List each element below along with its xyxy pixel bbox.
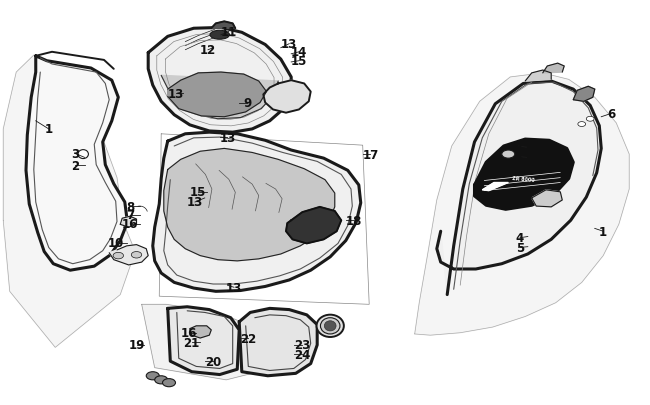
Text: 20: 20 bbox=[205, 355, 221, 368]
Text: 7: 7 bbox=[126, 209, 134, 222]
Polygon shape bbox=[109, 245, 148, 265]
Circle shape bbox=[162, 379, 176, 387]
Text: 13: 13 bbox=[226, 281, 242, 294]
Polygon shape bbox=[161, 76, 278, 119]
Circle shape bbox=[586, 117, 594, 122]
Polygon shape bbox=[573, 87, 595, 102]
Circle shape bbox=[502, 151, 515, 159]
Polygon shape bbox=[168, 307, 239, 375]
Text: 2: 2 bbox=[515, 140, 523, 153]
Text: 1: 1 bbox=[599, 225, 607, 238]
Polygon shape bbox=[26, 57, 127, 271]
Text: 13: 13 bbox=[187, 196, 203, 209]
Circle shape bbox=[113, 253, 124, 259]
Text: 19: 19 bbox=[128, 339, 145, 352]
Polygon shape bbox=[532, 190, 562, 207]
Polygon shape bbox=[164, 149, 335, 261]
Text: 8: 8 bbox=[126, 200, 134, 213]
Text: 13: 13 bbox=[168, 87, 183, 100]
Text: 22: 22 bbox=[240, 332, 256, 345]
Polygon shape bbox=[543, 64, 564, 74]
Polygon shape bbox=[482, 183, 508, 191]
Text: 3: 3 bbox=[515, 151, 523, 164]
Text: 21: 21 bbox=[183, 336, 200, 349]
Ellipse shape bbox=[210, 31, 229, 40]
Circle shape bbox=[155, 376, 168, 384]
Polygon shape bbox=[474, 140, 573, 210]
Polygon shape bbox=[525, 71, 551, 82]
Polygon shape bbox=[239, 309, 317, 376]
Text: 12: 12 bbox=[200, 44, 216, 57]
Polygon shape bbox=[211, 22, 235, 29]
Text: 18: 18 bbox=[346, 214, 363, 227]
Text: 2: 2 bbox=[71, 160, 79, 173]
Text: 15: 15 bbox=[190, 186, 207, 199]
Text: 10: 10 bbox=[107, 237, 124, 249]
Text: 17: 17 bbox=[362, 148, 378, 161]
Polygon shape bbox=[142, 305, 252, 380]
Text: ZR 8000: ZR 8000 bbox=[512, 175, 535, 183]
Text: 9: 9 bbox=[243, 97, 251, 110]
Text: 14: 14 bbox=[291, 46, 307, 59]
Polygon shape bbox=[190, 326, 211, 338]
Text: 3: 3 bbox=[71, 147, 79, 160]
Polygon shape bbox=[286, 207, 341, 244]
Circle shape bbox=[146, 372, 159, 380]
Text: 23: 23 bbox=[294, 339, 311, 352]
Text: 13: 13 bbox=[219, 131, 235, 144]
Polygon shape bbox=[437, 82, 601, 295]
Text: 4: 4 bbox=[516, 232, 524, 245]
Ellipse shape bbox=[317, 315, 344, 337]
Polygon shape bbox=[415, 74, 629, 335]
Ellipse shape bbox=[78, 150, 88, 159]
Text: 6: 6 bbox=[607, 108, 615, 121]
Circle shape bbox=[578, 122, 586, 127]
Polygon shape bbox=[3, 56, 135, 347]
Text: 13: 13 bbox=[281, 38, 298, 51]
Text: 24: 24 bbox=[294, 348, 311, 361]
Text: 16: 16 bbox=[122, 218, 138, 231]
Text: 15: 15 bbox=[291, 55, 307, 68]
Circle shape bbox=[131, 252, 142, 258]
Text: 11: 11 bbox=[220, 26, 237, 39]
Ellipse shape bbox=[320, 318, 340, 334]
Text: 1: 1 bbox=[45, 123, 53, 136]
Polygon shape bbox=[168, 73, 266, 117]
Text: 5: 5 bbox=[516, 241, 524, 254]
Polygon shape bbox=[148, 28, 291, 133]
Polygon shape bbox=[263, 81, 311, 113]
Ellipse shape bbox=[324, 321, 336, 331]
Polygon shape bbox=[120, 217, 136, 228]
Polygon shape bbox=[153, 133, 361, 292]
Text: 16: 16 bbox=[180, 326, 197, 339]
